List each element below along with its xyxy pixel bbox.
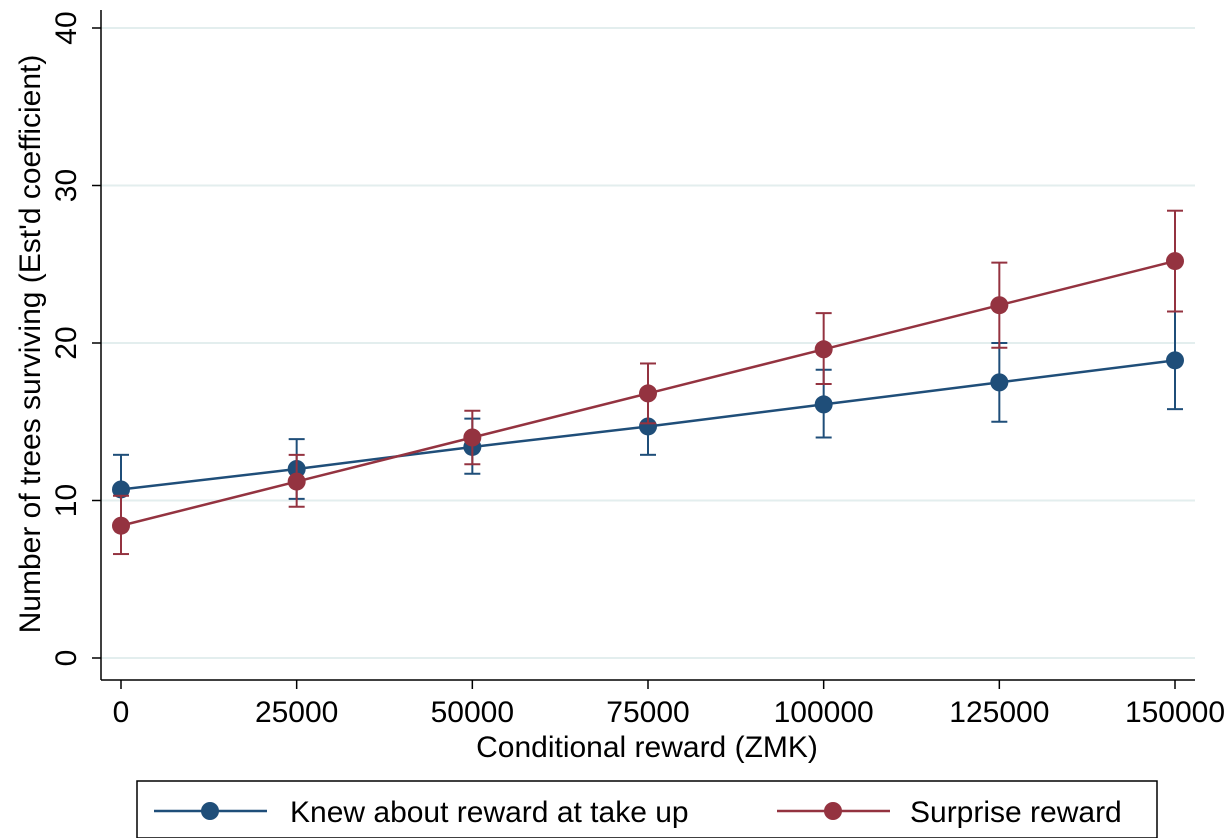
series-surprise — [112, 209, 1184, 556]
y-tick-label-20: 20 — [50, 326, 83, 359]
point-surprise-5 — [990, 296, 1009, 315]
y-tick-label-0: 0 — [50, 650, 83, 667]
x-axis-title: Conditional reward (ZMK) — [476, 731, 818, 764]
x-tick-label-25000: 25000 — [255, 696, 338, 729]
legend-box — [136, 780, 1158, 838]
legend-marker-knew — [201, 802, 219, 820]
legend-label-knew: Knew about reward at take up — [290, 796, 689, 829]
point-surprise-6 — [1166, 252, 1184, 271]
point-knew-5 — [990, 373, 1009, 392]
point-surprise-2 — [463, 428, 482, 447]
x-tick-label-50000: 50000 — [431, 696, 514, 729]
point-surprise-0 — [112, 516, 130, 535]
x-tick-label-100000: 100000 — [774, 696, 874, 729]
point-surprise-3 — [639, 384, 657, 403]
point-surprise-4 — [814, 340, 833, 359]
point-knew-3 — [639, 417, 657, 436]
legend-label-surprise: Surprise reward — [910, 796, 1122, 829]
point-knew-6 — [1166, 351, 1184, 370]
x-tick-label-0: 0 — [113, 696, 130, 729]
y-tick-label-30: 30 — [50, 169, 83, 202]
point-knew-0 — [112, 480, 130, 499]
y-tick-label-40: 40 — [50, 11, 83, 44]
series-layer — [112, 209, 1184, 556]
y-tick-label-10: 10 — [50, 484, 83, 517]
y-axis-title: Number of trees surviving (Est'd coeffic… — [14, 55, 47, 634]
y-ticks: 0 10 20 30 40 — [50, 11, 101, 666]
legend: Knew about reward at take up Surprise re… — [136, 780, 1158, 838]
point-knew-4 — [814, 395, 833, 414]
x-tick-label-75000: 75000 — [606, 696, 689, 729]
legend-marker-surprise — [824, 802, 842, 820]
point-surprise-1 — [287, 472, 306, 491]
x-tick-label-125000: 125000 — [949, 696, 1049, 729]
x-ticks: 0 25000 50000 75000 100000 125000 150000 — [113, 680, 1225, 729]
gridlines — [101, 27, 1195, 659]
x-tick-label-150000: 150000 — [1125, 696, 1225, 729]
